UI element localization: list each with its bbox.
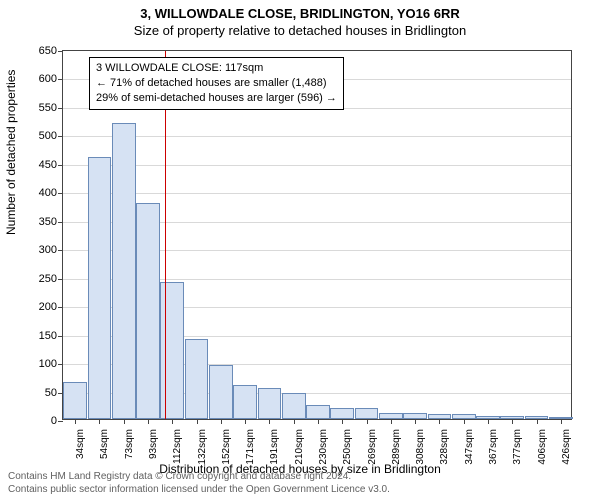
annotation-box: 3 WILLOWDALE CLOSE: 117sqm← 71% of detac…: [89, 57, 344, 110]
x-tick-mark: [512, 419, 513, 424]
x-tick-mark: [75, 419, 76, 424]
histogram-bar: [88, 157, 112, 419]
y-tick-mark: [58, 108, 63, 109]
y-tick-label: 600: [17, 73, 57, 85]
histogram-bar: [233, 385, 257, 419]
x-tick-mark: [221, 419, 222, 424]
histogram-bar: [306, 405, 330, 419]
y-tick-mark: [58, 165, 63, 166]
x-tick-mark: [172, 419, 173, 424]
y-axis-label: Number of detached properties: [4, 70, 18, 235]
gridline: [63, 136, 571, 137]
y-tick-mark: [58, 364, 63, 365]
histogram-bar: [112, 123, 136, 419]
footer-line-1: Contains HM Land Registry data © Crown c…: [8, 471, 390, 484]
x-tick-mark: [415, 419, 416, 424]
y-tick-mark: [58, 136, 63, 137]
y-tick-label: 300: [17, 244, 57, 256]
y-tick-mark: [58, 250, 63, 251]
annotation-line: ← 71% of detached houses are smaller (1,…: [96, 76, 337, 91]
x-tick-mark: [367, 419, 368, 424]
x-tick-mark: [269, 419, 270, 424]
x-tick-mark: [342, 419, 343, 424]
y-tick-mark: [58, 79, 63, 80]
y-tick-label: 400: [17, 187, 57, 199]
histogram-bar: [258, 388, 282, 419]
x-tick-mark: [318, 419, 319, 424]
gridline: [63, 165, 571, 166]
y-tick-label: 350: [17, 216, 57, 228]
chart-container: 0501001502002503003504004505005506006503…: [62, 50, 572, 420]
y-tick-mark: [58, 307, 63, 308]
y-tick-label: 100: [17, 358, 57, 370]
x-tick-mark: [488, 419, 489, 424]
y-tick-mark: [58, 279, 63, 280]
x-tick-mark: [464, 419, 465, 424]
y-tick-label: 50: [17, 387, 57, 399]
y-tick-label: 500: [17, 130, 57, 142]
y-tick-mark: [58, 193, 63, 194]
x-tick-mark: [245, 419, 246, 424]
plot-area: 0501001502002503003504004505005506006503…: [62, 50, 572, 420]
x-tick-mark: [561, 419, 562, 424]
chart-header: 3, WILLOWDALE CLOSE, BRIDLINGTON, YO16 6…: [0, 0, 600, 38]
x-tick-mark: [537, 419, 538, 424]
x-tick-mark: [197, 419, 198, 424]
y-tick-label: 450: [17, 159, 57, 171]
y-tick-label: 650: [17, 45, 57, 57]
histogram-bar: [282, 393, 306, 419]
annotation-line: 29% of semi-detached houses are larger (…: [96, 91, 337, 106]
x-tick-mark: [439, 419, 440, 424]
y-tick-mark: [58, 421, 63, 422]
histogram-bar: [63, 382, 87, 419]
y-tick-label: 250: [17, 273, 57, 285]
gridline: [63, 193, 571, 194]
histogram-bar: [355, 408, 379, 419]
y-tick-label: 0: [17, 415, 57, 427]
histogram-bar: [136, 203, 160, 419]
title-address: 3, WILLOWDALE CLOSE, BRIDLINGTON, YO16 6…: [0, 6, 600, 21]
y-tick-label: 150: [17, 330, 57, 342]
x-tick-mark: [148, 419, 149, 424]
histogram-bar: [209, 365, 233, 419]
title-subtitle: Size of property relative to detached ho…: [0, 23, 600, 38]
histogram-bar: [330, 408, 354, 419]
y-tick-mark: [58, 222, 63, 223]
histogram-bar: [185, 339, 209, 419]
y-tick-label: 200: [17, 301, 57, 313]
x-tick-mark: [124, 419, 125, 424]
histogram-bar: [160, 282, 184, 419]
y-tick-label: 550: [17, 102, 57, 114]
y-tick-mark: [58, 336, 63, 337]
y-tick-mark: [58, 51, 63, 52]
x-tick-mark: [99, 419, 100, 424]
x-tick-mark: [391, 419, 392, 424]
x-tick-mark: [294, 419, 295, 424]
footer-attribution: Contains HM Land Registry data © Crown c…: [8, 471, 390, 496]
annotation-line: 3 WILLOWDALE CLOSE: 117sqm: [96, 61, 337, 76]
footer-line-2: Contains public sector information licen…: [8, 484, 390, 497]
